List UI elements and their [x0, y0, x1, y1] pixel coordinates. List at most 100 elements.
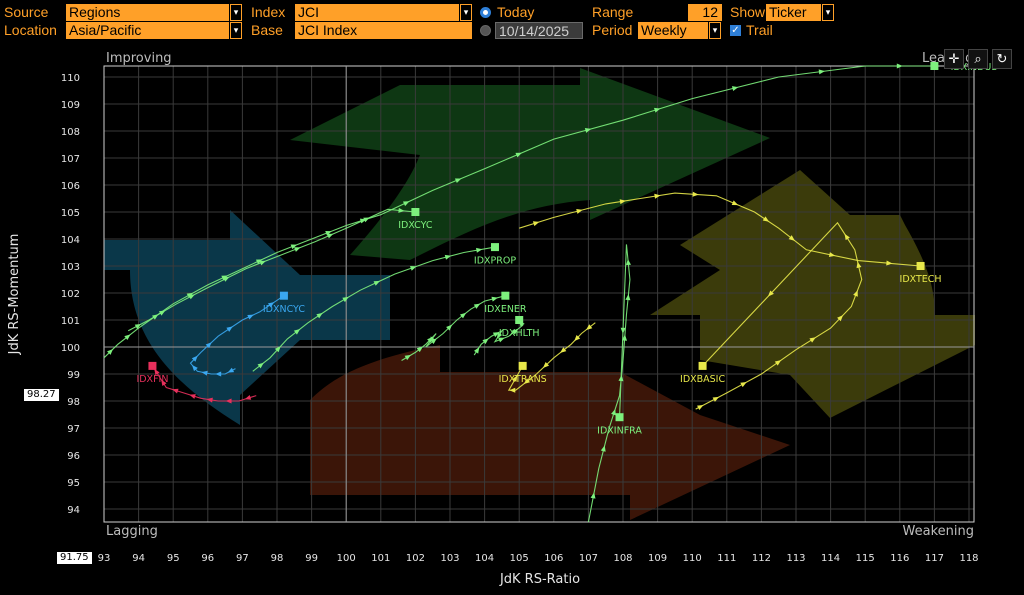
location-field[interactable]: Asia/Pacific: [66, 22, 229, 39]
x-tick-label: 118: [959, 553, 978, 564]
source-dropdown[interactable]: ▾: [230, 4, 242, 21]
ticker-label-idxbasic: IDXBASIC: [680, 374, 725, 385]
y-axis-title: JdK RS-Momentum: [7, 234, 22, 356]
x-tick-label: 105: [510, 553, 529, 564]
quadrant-lagging: Lagging: [106, 524, 158, 539]
trail-point-idxinfra: [590, 492, 596, 499]
trail-point-idxindus: [255, 259, 263, 265]
head-marker-idxprop[interactable]: [490, 243, 499, 252]
trail-point-idxprop: [476, 247, 483, 253]
head-marker-idxfin[interactable]: [148, 361, 157, 370]
period-field[interactable]: Weekly: [638, 22, 708, 39]
trail-idxtech: [519, 192, 921, 267]
trail-point-idxtrans: [542, 362, 550, 368]
y-tick-label: 104: [61, 235, 80, 246]
location-label: Location: [4, 22, 57, 38]
trail-point-idxcyc: [259, 260, 266, 266]
date-radio[interactable]: [480, 25, 491, 36]
trail-point-idxtrans: [586, 324, 593, 330]
head-marker-idxtech[interactable]: [916, 262, 925, 270]
reset-icon[interactable]: ↻: [992, 49, 1012, 69]
trail-point-idxfin: [161, 379, 167, 386]
trail-point-idxprop: [316, 312, 323, 319]
show-dropdown[interactable]: ▾: [822, 4, 834, 21]
ticker-label-idxtech: IDXTECH: [900, 274, 942, 285]
trail-point-idxfin: [154, 368, 160, 376]
crosshair-icon[interactable]: ✛: [944, 49, 964, 69]
x-tick-label: 111: [717, 553, 736, 564]
trail-point-idxcyc: [398, 207, 405, 213]
head-marker-idxcyc[interactable]: [411, 208, 420, 216]
x-tick-label: 115: [856, 553, 875, 564]
x-tick-label: 109: [648, 553, 667, 564]
quadrant-improving: Improving: [106, 51, 172, 66]
ticker-label-idxener: IDXENER: [484, 304, 527, 315]
trail-point-idxfin: [225, 398, 232, 404]
trail-point-idxindus: [818, 69, 825, 75]
head-marker-idxinfra[interactable]: [615, 413, 624, 422]
x-hover-readout: 91.75: [57, 552, 92, 564]
trail-checkbox[interactable]: ✓: [730, 25, 741, 36]
y-tick-label: 103: [61, 262, 80, 273]
head-marker-idxbasic[interactable]: [698, 361, 707, 370]
trail-point-idxfin: [206, 397, 213, 403]
trail-point-idxprop: [342, 296, 349, 303]
y-tick-label: 97: [67, 424, 80, 435]
trail-point-idxhlth: [496, 332, 503, 339]
trail-point-idxindus: [124, 334, 131, 341]
zoom-icon[interactable]: ⌕: [968, 49, 988, 69]
trail-point-idxncyc: [267, 302, 275, 308]
location-dropdown[interactable]: ▾: [230, 22, 242, 39]
y-tick-label: 105: [61, 208, 80, 219]
x-tick-label: 101: [371, 553, 390, 564]
trail-point-idxindus: [325, 231, 332, 236]
head-marker-idxener[interactable]: [501, 291, 510, 300]
base-field[interactable]: JCI Index: [295, 22, 472, 39]
x-tick-label: 110: [683, 553, 702, 564]
trail-point-idxener: [446, 324, 453, 331]
today-radio[interactable]: [480, 7, 491, 18]
ticker-label-idxhlth: IDXHLTH: [499, 328, 540, 339]
index-dropdown[interactable]: ▾: [460, 4, 472, 21]
source-field[interactable]: Regions: [66, 4, 229, 21]
trail-point-idxinfra: [611, 408, 616, 416]
range-field[interactable]: 12: [688, 4, 722, 21]
trail-point-idxcyc: [326, 233, 334, 239]
today-label: Today: [497, 4, 535, 20]
y-tick-label: 94: [67, 505, 80, 516]
trail-point-idxhlth: [492, 332, 500, 338]
trail-point-idxprop: [257, 362, 264, 369]
show-field[interactable]: Ticker: [766, 4, 821, 21]
trail-point-idxprop: [410, 265, 417, 271]
head-marker-idxhlth[interactable]: [515, 316, 524, 324]
trail-point-idxindus: [515, 152, 522, 158]
x-tick-label: 97: [236, 553, 249, 564]
x-tick-label: 98: [271, 553, 284, 564]
trail-point-idxfin: [172, 388, 179, 394]
trail-point-idxcyc: [223, 276, 230, 282]
trail-point-idxcyc: [134, 324, 142, 330]
trail-point-idxtech: [654, 193, 661, 199]
trail-point-idxtrans: [560, 347, 567, 353]
date-field[interactable]: 10/14/2025: [495, 22, 583, 39]
base-label: Base: [251, 22, 283, 38]
x-tick-label: 99: [305, 553, 318, 564]
y-tick-label: 100: [61, 343, 80, 354]
head-marker-idxtrans[interactable]: [518, 361, 527, 370]
trail-point-idxtech: [731, 200, 739, 206]
period-dropdown[interactable]: ▾: [709, 22, 721, 39]
trail-point-idxncyc: [192, 364, 198, 372]
y-tick-label: 106: [61, 181, 80, 192]
head-marker-idxindus[interactable]: [930, 62, 939, 70]
y-tick-label: 101: [61, 316, 80, 327]
trail-point-idxtech: [828, 252, 836, 258]
trail-point-idxprop: [274, 346, 281, 353]
trail-point-idxbasic: [712, 396, 720, 402]
x-tick-label: 100: [337, 553, 356, 564]
index-field[interactable]: JCI: [295, 4, 459, 21]
head-marker-idxncyc[interactable]: [279, 291, 288, 300]
x-tick-label: 112: [752, 553, 771, 564]
lagging-arrow: [310, 345, 790, 520]
toolbar: Source Regions ▾ Location Asia/Pacific ▾…: [0, 0, 1024, 42]
trail-point-idxener: [416, 346, 423, 353]
